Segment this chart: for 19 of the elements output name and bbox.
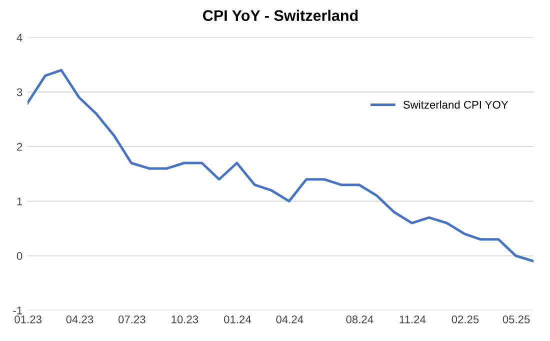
y-tick-label: -1: [13, 306, 22, 314]
x-tick-label: 07.23: [118, 315, 146, 324]
y-tick-label: 2: [17, 142, 22, 151]
y-tick-label: 3: [16, 88, 22, 96]
x-tick-label: 05.25: [502, 315, 530, 324]
line-series: [28, 68, 534, 262]
x-tick-label: 10.23: [172, 315, 198, 324]
x-tick-label: 11.24: [400, 315, 426, 324]
legend-label: Switzerland CPI YOY: [403, 100, 508, 109]
x-tick-label: 01.24: [224, 315, 252, 324]
x-tick-label: 02.25: [452, 315, 479, 324]
x-tick-label: 04.24: [276, 315, 304, 324]
y-tick-label: 1: [17, 198, 22, 206]
x-tick-label: 08.24: [346, 315, 374, 324]
x-tick-label: 01.23: [14, 315, 42, 324]
y-tick-label: 4: [16, 34, 22, 42]
x-tick-label: 04.23: [66, 315, 94, 324]
y-tick-label: 0: [16, 252, 22, 260]
chart-title: CPI YoY - Switzerland: [203, 10, 358, 21]
